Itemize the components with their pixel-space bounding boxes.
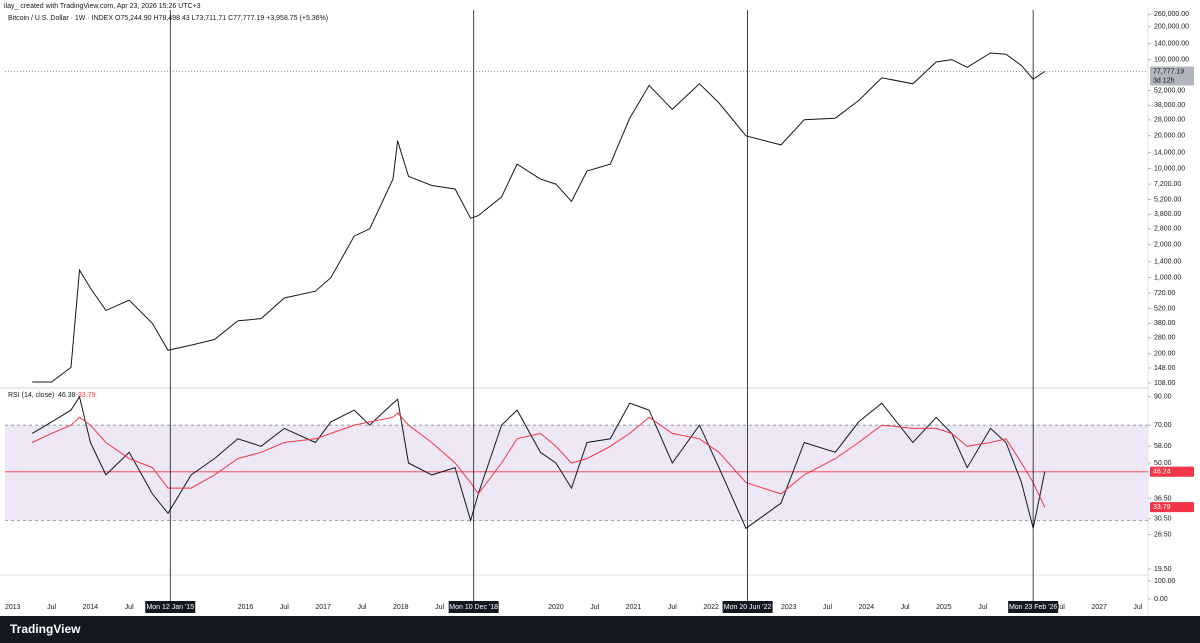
x-tick-highlight — [722, 601, 773, 613]
series-line — [31, 395, 1046, 530]
x-tick-highlight — [1008, 601, 1059, 613]
x-tick-label: 2014 — [83, 604, 99, 611]
x-tick-label: Mon 20 Jun '22 — [724, 604, 772, 611]
y-tick-label: 520.00 — [1154, 305, 1176, 312]
y-tick-label: 70.00 — [1154, 422, 1172, 429]
y-tick-label: 28,000.00 — [1154, 117, 1185, 124]
y-tick-label: 3,800.00 — [1154, 211, 1181, 218]
rsi-ma-last-label-box — [1150, 502, 1194, 513]
y-tick-label: 90.00 — [1154, 394, 1172, 401]
x-tick-label: Mon 10 Dec '18 — [449, 604, 498, 611]
x-tick-label: Jul — [1056, 604, 1065, 611]
x-tick-label: Jul — [47, 604, 56, 611]
y-tick-label: 14,000.00 — [1154, 149, 1185, 156]
y-tick-label: 10,000.00 — [1154, 165, 1185, 172]
y-tick-label: 100,000.00 — [1154, 56, 1189, 63]
x-tick-label: Jul — [668, 604, 677, 611]
y-tick-label: 36.50 — [1154, 495, 1172, 502]
y-tick-label: 100.00 — [1154, 578, 1176, 585]
x-tick-label: 2025 — [936, 604, 952, 611]
rsi-ma-last-label: 33.79 — [1153, 504, 1171, 511]
x-tick-label: Jul — [435, 604, 444, 611]
y-tick-label: 380.00 — [1154, 320, 1176, 327]
x-tick-label: Jul — [590, 604, 599, 611]
chart-background — [0, 0, 1200, 616]
y-tick-label: 140,000.00 — [1154, 40, 1189, 47]
x-tick-label: Jul — [125, 604, 134, 611]
y-tick-label: 0.00 — [1154, 596, 1168, 603]
x-tick-label: Jul — [1133, 604, 1142, 611]
symbol-legend: Bitcoin / U.S. Dollar · 1W · INDEX O75,2… — [8, 15, 328, 22]
y-tick-label: 1,000.00 — [1154, 274, 1181, 281]
x-tick-label: 2017 — [315, 604, 331, 611]
level-label: 46.24 — [1153, 469, 1171, 476]
x-tick-label: Jul — [280, 604, 289, 611]
y-tick-label: 1,400.00 — [1154, 258, 1181, 265]
credit: ilay_ created with TradingView.com, Apr … — [4, 3, 201, 10]
x-tick-highlight — [448, 601, 499, 613]
y-tick-label: 7,200.00 — [1154, 181, 1181, 188]
y-tick-label: 2,000.00 — [1154, 242, 1181, 249]
countdown: 3d 12h — [1153, 77, 1175, 84]
y-tick-label: 20,000.00 — [1154, 133, 1185, 140]
x-tick-highlight — [145, 601, 196, 613]
y-tick-label: 200,000.00 — [1154, 24, 1189, 31]
y-tick-label: 260,000.00 — [1154, 11, 1189, 18]
y-tick-label: 108.00 — [1154, 380, 1176, 387]
y-tick-label: 19.50 — [1154, 566, 1172, 573]
x-tick-label: Mon 12 Jan '15 — [146, 604, 194, 611]
last-price-box — [1150, 66, 1194, 86]
x-tick-label: 2013 — [5, 604, 21, 611]
x-tick-label: 2024 — [859, 604, 875, 611]
y-tick-label: 2,800.00 — [1154, 226, 1181, 233]
x-tick-label: Jul — [901, 604, 910, 611]
x-tick-label: 2022 — [703, 604, 719, 611]
x-tick-label: Jul — [357, 604, 366, 611]
y-tick-label: 30.50 — [1154, 516, 1172, 523]
y-tick-label: 52,000.00 — [1154, 87, 1185, 94]
y-tick-label: 148.00 — [1154, 365, 1176, 372]
series-line — [32, 52, 1046, 383]
y-tick-label: 38,000.00 — [1154, 102, 1185, 109]
x-tick-label: 2018 — [393, 604, 409, 611]
y-tick-label: 5,200.00 — [1154, 196, 1181, 203]
rsi-legend: RSI (14, close) — [8, 392, 54, 399]
y-tick-label: 280.00 — [1154, 335, 1176, 342]
series-line — [31, 412, 1046, 508]
y-tick-label: 58.00 — [1154, 443, 1172, 450]
x-tick-label: 2020 — [548, 604, 564, 611]
x-tick-label: Mon 23 Feb '26 — [1009, 604, 1058, 611]
level-label-box — [1150, 466, 1194, 477]
x-tick-label: 2027 — [1091, 604, 1107, 611]
x-tick-label: 2021 — [626, 604, 642, 611]
y-tick-label: 720.00 — [1154, 290, 1176, 297]
y-tick-label: 200.00 — [1154, 351, 1176, 358]
footer-logo: TradingView — [10, 622, 81, 636]
x-tick-label: 2016 — [238, 604, 254, 611]
x-tick-label: 2023 — [781, 604, 797, 611]
y-tick-label: 26.50 — [1154, 531, 1172, 538]
rsi-legend-value: 46.38 — [58, 392, 76, 399]
x-tick-label: Jul — [823, 604, 832, 611]
y-tick-label: 50.00 — [1154, 460, 1172, 467]
last-price-label: 77,777.19 — [1153, 68, 1184, 75]
rsi-ma-legend-value: 33.79 — [78, 392, 96, 399]
x-tick-label: Jul — [978, 604, 987, 611]
